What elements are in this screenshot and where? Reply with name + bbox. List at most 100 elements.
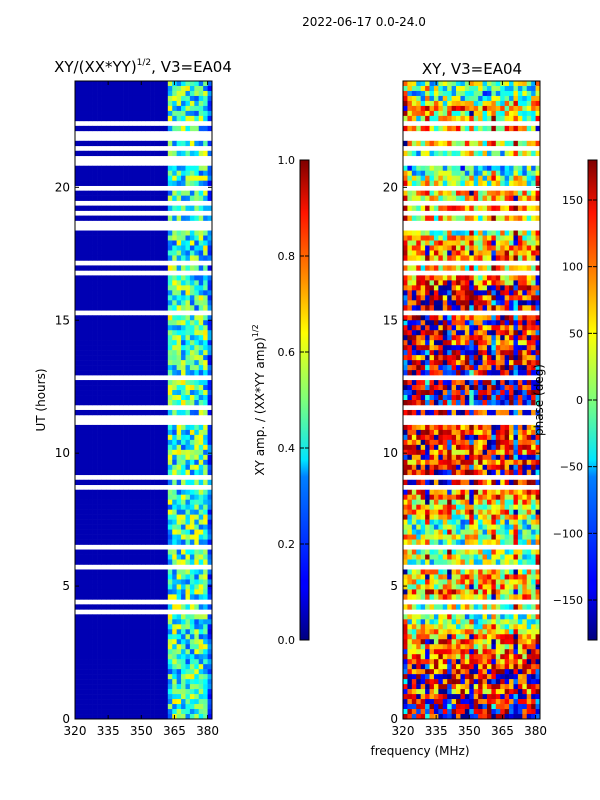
- amp-heat-cell: [194, 295, 200, 301]
- amp-heat-cell: [163, 464, 169, 471]
- amp-heat-cell: [150, 380, 155, 386]
- phase-heat-cell: [486, 429, 492, 436]
- phase-heat-cell: [522, 110, 528, 117]
- phase-heat-cell: [447, 370, 452, 376]
- amp-heat-cell: [97, 150, 102, 157]
- amp-heat-cell: [176, 205, 182, 211]
- phase-heat-cell: [513, 255, 519, 261]
- amp-heat-cell: [110, 280, 116, 286]
- phase-heat-cell: [464, 250, 470, 256]
- amp-heat-cell: [207, 370, 213, 376]
- amp-heat-cell: [172, 639, 177, 645]
- phase-heat-cell: [420, 180, 426, 186]
- amp-heat-cell: [194, 315, 200, 321]
- phase-heat-cell: [464, 300, 470, 306]
- phase-heat-cell: [535, 110, 541, 117]
- amp-heat-cell: [158, 165, 164, 172]
- phase-heat-cell: [464, 439, 470, 446]
- amp-heat-cell: [189, 669, 195, 675]
- amp-heat-cell: [128, 559, 133, 565]
- amp-heat-cell: [114, 539, 120, 545]
- amp-heat-cell: [176, 125, 182, 132]
- x-tick-label: 365: [163, 724, 186, 738]
- amp-heat-cell: [92, 115, 98, 122]
- phase-heat-cell: [403, 424, 408, 431]
- amp-heat-cell: [132, 175, 138, 181]
- amp-heat-cell: [128, 245, 133, 251]
- amp-heat-cell: [97, 320, 102, 326]
- phase-heat-cell: [504, 190, 510, 196]
- amp-heat-cell: [110, 594, 116, 600]
- amp-heat-cell: [92, 170, 98, 176]
- amp-heat-cell: [145, 669, 151, 675]
- amp-heat-cell: [198, 285, 204, 291]
- amp-heat-cell: [163, 290, 169, 296]
- amp-heat-cell: [145, 664, 151, 670]
- amp-heat-cell: [79, 385, 85, 391]
- amp-heat-cell: [158, 345, 164, 351]
- amp-heat-cell: [181, 459, 186, 466]
- phase-heat-cell: [433, 190, 439, 196]
- amp-heat-cell: [176, 709, 182, 715]
- amp-heat-cell: [83, 519, 89, 525]
- amp-heat-cell: [185, 245, 191, 251]
- amp-heat-cell: [154, 290, 160, 296]
- amp-heat-cell: [101, 629, 107, 635]
- phase-heat-cell: [495, 360, 501, 366]
- phase-heat-cell: [473, 85, 479, 92]
- amp-heat-cell: [207, 434, 213, 441]
- phase-heat-cell: [531, 265, 536, 271]
- phase-heat-cell: [425, 409, 430, 416]
- amp-heat-cell: [123, 125, 129, 132]
- amp-heat-cell: [79, 569, 85, 575]
- phase-heat-cell: [442, 305, 448, 311]
- phase-heat-cell: [420, 140, 426, 147]
- amp-heat-cell: [203, 330, 208, 336]
- amp-heat-cell: [92, 534, 98, 540]
- amp-heat-cell: [123, 105, 129, 112]
- phase-heat-cell: [447, 125, 452, 132]
- amp-heat-cell: [154, 170, 160, 176]
- amp-plot-frame: [74, 80, 213, 720]
- phase-heat-cell: [429, 81, 435, 87]
- phase-heat-cell: [433, 360, 439, 366]
- amp-heat-cell: [92, 654, 98, 660]
- amp-heat-cell: [207, 230, 213, 236]
- amp-heat-cell: [181, 424, 186, 431]
- phase-heat-cell: [456, 235, 461, 241]
- amp-heat-cell: [79, 235, 85, 241]
- amp-heat-cell: [114, 320, 120, 326]
- amp-heat-cell: [181, 280, 186, 286]
- amp-heat-cell: [92, 669, 98, 675]
- phase-heat-cell: [403, 250, 408, 256]
- amp-heat-cell: [198, 534, 204, 540]
- amp-heat-cell: [154, 240, 160, 246]
- amp-heat-cell: [154, 649, 160, 655]
- phase-heat-cell: [447, 250, 452, 256]
- amp-heat-cell: [123, 315, 129, 321]
- amp-heat-cell: [194, 81, 200, 87]
- phase-heat-cell: [411, 300, 417, 306]
- amp-heat-cell: [119, 395, 124, 401]
- amp-heat-cell: [97, 584, 102, 590]
- phase-heat-cell: [522, 180, 528, 186]
- amp-heat-cell: [167, 370, 173, 376]
- amp-heat-cell: [198, 594, 204, 600]
- amp-heat-cell: [136, 365, 142, 371]
- amp-heat-cell: [154, 400, 160, 406]
- phase-heat-cell: [469, 305, 475, 311]
- amp-heat-cell: [150, 240, 155, 246]
- amp-heat-cell: [110, 524, 116, 530]
- amp-heat-cell: [141, 360, 147, 366]
- amp-heat-cell: [172, 275, 177, 281]
- phase-heat-cell: [500, 295, 505, 301]
- amp-heat-cell: [150, 355, 155, 361]
- amp-heat-cell: [172, 190, 177, 196]
- amp-heat-cell: [92, 449, 98, 456]
- amp-heat-cell: [158, 365, 164, 371]
- phase-heat-cell: [429, 205, 435, 211]
- amp-heat-cell: [207, 694, 213, 700]
- amp-heat-cell: [181, 105, 186, 112]
- phase-heat-cell: [451, 180, 457, 186]
- amp-heat-cell: [79, 494, 85, 500]
